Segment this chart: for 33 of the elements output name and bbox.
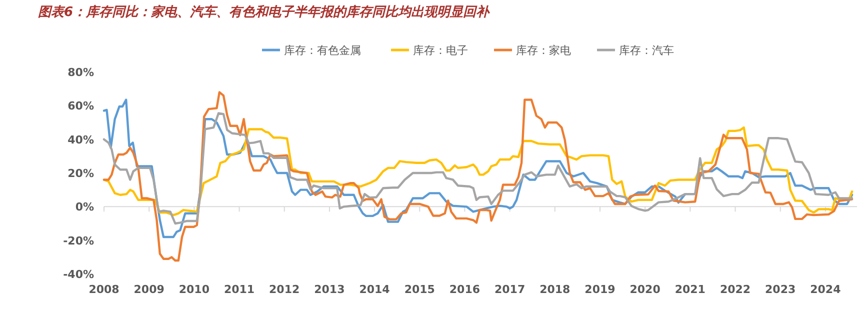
x-tick-label: 2016 xyxy=(449,283,480,296)
line-series xyxy=(102,98,854,238)
y-tick-label: 0% xyxy=(75,200,94,214)
x-tick-label: 2019 xyxy=(584,283,616,296)
legend-label: 库存：电子 xyxy=(413,44,468,57)
y-tick-label: 20% xyxy=(68,167,94,180)
line-series xyxy=(102,126,854,216)
x-tick-label: 2018 xyxy=(540,283,570,296)
chart-title: 图表6：库存同比：家电、汽车、有色和电子半年报的库存同比均出现明显回补 xyxy=(38,4,490,20)
y-tick-label: -40% xyxy=(63,268,94,281)
line-series xyxy=(102,112,854,225)
line-series xyxy=(102,91,854,262)
x-tick-label: 2011 xyxy=(224,283,255,296)
x-tick-label: 2022 xyxy=(720,283,751,296)
x-tick-label: 2012 xyxy=(269,283,300,296)
x-tick-label: 2015 xyxy=(404,283,435,296)
y-tick-label: 40% xyxy=(68,133,94,146)
x-tick-label: 2014 xyxy=(359,283,390,296)
legend-label: 库存：有色金属 xyxy=(284,44,361,57)
y-tick-label: 80% xyxy=(68,66,94,79)
x-tick-label: 2009 xyxy=(134,283,164,296)
x-tick-label: 2010 xyxy=(178,283,210,296)
y-tick-label: 60% xyxy=(68,100,94,113)
x-tick-label: 2023 xyxy=(765,283,796,296)
y-tick-label: -20% xyxy=(63,234,94,248)
legend-label: 库存：汽车 xyxy=(619,44,674,57)
x-tick-label: 2017 xyxy=(494,283,526,296)
x-tick-label: 2013 xyxy=(314,283,345,296)
legend-label: 库存：家电 xyxy=(516,44,571,57)
x-tick-label: 2024 xyxy=(810,283,842,296)
x-tick-label: 2008 xyxy=(88,283,120,296)
x-tick-label: 2020 xyxy=(630,283,661,296)
x-tick-label: 2021 xyxy=(674,283,706,296)
